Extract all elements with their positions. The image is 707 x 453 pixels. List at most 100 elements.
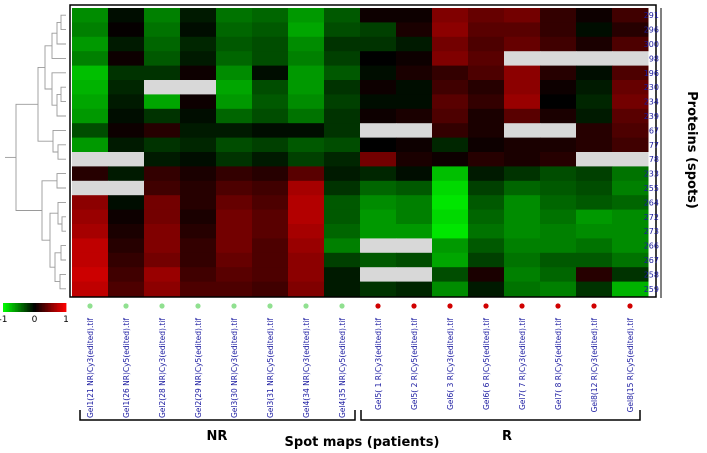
- heatmap-cell: [108, 36, 145, 52]
- heatmap-cell: [252, 152, 289, 167]
- column-labels: Gel1(21 NR)Cy3(edited).tif Gel1(26 NR)Cy5…: [86, 318, 635, 418]
- heatmap-cell: [216, 166, 253, 182]
- color-scale-tick-label: 0: [32, 315, 38, 325]
- heatmap-cell: [216, 80, 253, 95]
- heatmap-cell: [396, 94, 433, 110]
- heatmap-cell: [468, 51, 505, 67]
- column-label: Gel4(35 NR)Cy5(edited).tif: [338, 318, 347, 418]
- y-axis-title: Proteins (spots): [684, 91, 699, 209]
- group-marker: [591, 303, 597, 309]
- dendrogram-branch: [37, 66, 53, 142]
- heatmap-cell: [504, 238, 541, 254]
- heatmap-cell: [108, 94, 145, 110]
- heatmap-cell: [72, 166, 109, 182]
- heatmap-cell: [288, 108, 325, 124]
- color-scale-segment: [25, 303, 28, 312]
- color-scale-segment: [51, 303, 53, 312]
- heatmap-cell: [396, 80, 433, 95]
- heatmap-cell: [216, 36, 253, 52]
- dendrogram-branch: [56, 173, 66, 189]
- heatmap-cell: [324, 166, 361, 182]
- dendrogram-branch: [60, 245, 66, 261]
- heatmap-cell: [252, 36, 289, 52]
- heatmap-cell: [180, 238, 217, 254]
- dendrogram-branch: [60, 14, 66, 31]
- heatmap-cell: [432, 238, 469, 254]
- heatmap-cell: [396, 65, 433, 81]
- color-scale-segment: [34, 303, 37, 312]
- heatmap-cell: [180, 152, 217, 167]
- color-scale-segment: [28, 303, 31, 312]
- heatmap-cell: [540, 36, 577, 52]
- row-label: 267: [644, 256, 659, 265]
- heatmap-cell: [108, 65, 145, 81]
- heatmap-cell: [288, 180, 325, 196]
- dendrogram-branch: [59, 273, 66, 290]
- heatmap-cell: [108, 152, 145, 167]
- heatmap-cell: [360, 180, 397, 196]
- color-scale-segment: [46, 303, 49, 312]
- column-label: Gel4(34 NR)Cy3(edited).tif: [302, 318, 311, 418]
- heatmap-cell: [360, 195, 397, 211]
- heatmap-cell: [72, 51, 109, 67]
- color-scale-segment: [18, 303, 20, 312]
- heatmap-cell: [324, 108, 361, 124]
- color-scale-segment: [63, 303, 65, 312]
- heatmap-cell: [540, 80, 577, 95]
- heatmap-cell: [216, 94, 253, 110]
- heatmap-cell: [540, 267, 577, 283]
- color-scale-segment: [27, 303, 29, 312]
- heatmap-cell: [396, 281, 433, 297]
- color-scale-segment: [57, 303, 59, 312]
- color-scale-segment: [12, 303, 14, 312]
- color-scale-segment: [30, 303, 32, 312]
- heatmap-cell: [360, 267, 397, 283]
- heatmap-cell: [288, 152, 325, 167]
- dendrogram-branch: [41, 180, 57, 241]
- heatmap-cell: [180, 51, 217, 67]
- heatmap-cell: [540, 209, 577, 225]
- group-marker: [267, 303, 273, 309]
- heatmap-cell: [432, 180, 469, 196]
- dendrogram-branch: [56, 21, 66, 45]
- heatmap-cell: [72, 281, 109, 297]
- heatmap-cell: [432, 209, 469, 225]
- heatmap-cell: [180, 36, 217, 52]
- heatmap-cell: [288, 252, 325, 268]
- color-scale-segment: [37, 303, 40, 312]
- heatmap-cell: [144, 65, 181, 81]
- heatmap-cell: [144, 108, 181, 124]
- row-label: 273: [644, 227, 659, 236]
- color-scale-segment: [43, 303, 46, 312]
- heatmap-cell: [360, 65, 397, 81]
- heatmap-cell: [576, 22, 613, 38]
- heatmap-cell: [144, 166, 181, 182]
- heatmap-cell: [252, 195, 289, 211]
- color-scale-segment: [42, 303, 44, 312]
- heatmap-cell: [216, 195, 253, 211]
- heatmap-cell: [216, 267, 253, 283]
- color-scale-tick-label: -1: [0, 315, 7, 325]
- heatmap-cell: [324, 180, 361, 196]
- heatmap-cell: [468, 152, 505, 167]
- heatmap-cell: [144, 22, 181, 38]
- column-label: Gel7( 8 R)Cy5(edited).tif: [554, 318, 563, 410]
- heatmap-frame: [69, 4, 657, 298]
- heatmap-cell: [612, 65, 649, 81]
- heatmap-cell: [144, 51, 181, 67]
- group-label-nr: NR: [207, 429, 228, 444]
- heatmap-cell: [72, 8, 109, 23]
- color-scale-segment: [33, 303, 35, 312]
- heatmap-cell: [72, 108, 109, 124]
- column-label: Gel5( 2 R)Cy5(edited).tif: [410, 318, 419, 410]
- heatmap-cell: [324, 51, 361, 67]
- heatmap-cell: [432, 123, 469, 139]
- heatmap-cell: [360, 152, 397, 167]
- heatmap-cell: [144, 94, 181, 110]
- color-scale-segment: [48, 303, 50, 312]
- heatmap-cell: [468, 80, 505, 95]
- color-scale-segment: [36, 303, 38, 312]
- heatmap-cell: [324, 65, 361, 81]
- row-label: 234: [644, 98, 659, 107]
- heatmap-cell: [288, 224, 325, 239]
